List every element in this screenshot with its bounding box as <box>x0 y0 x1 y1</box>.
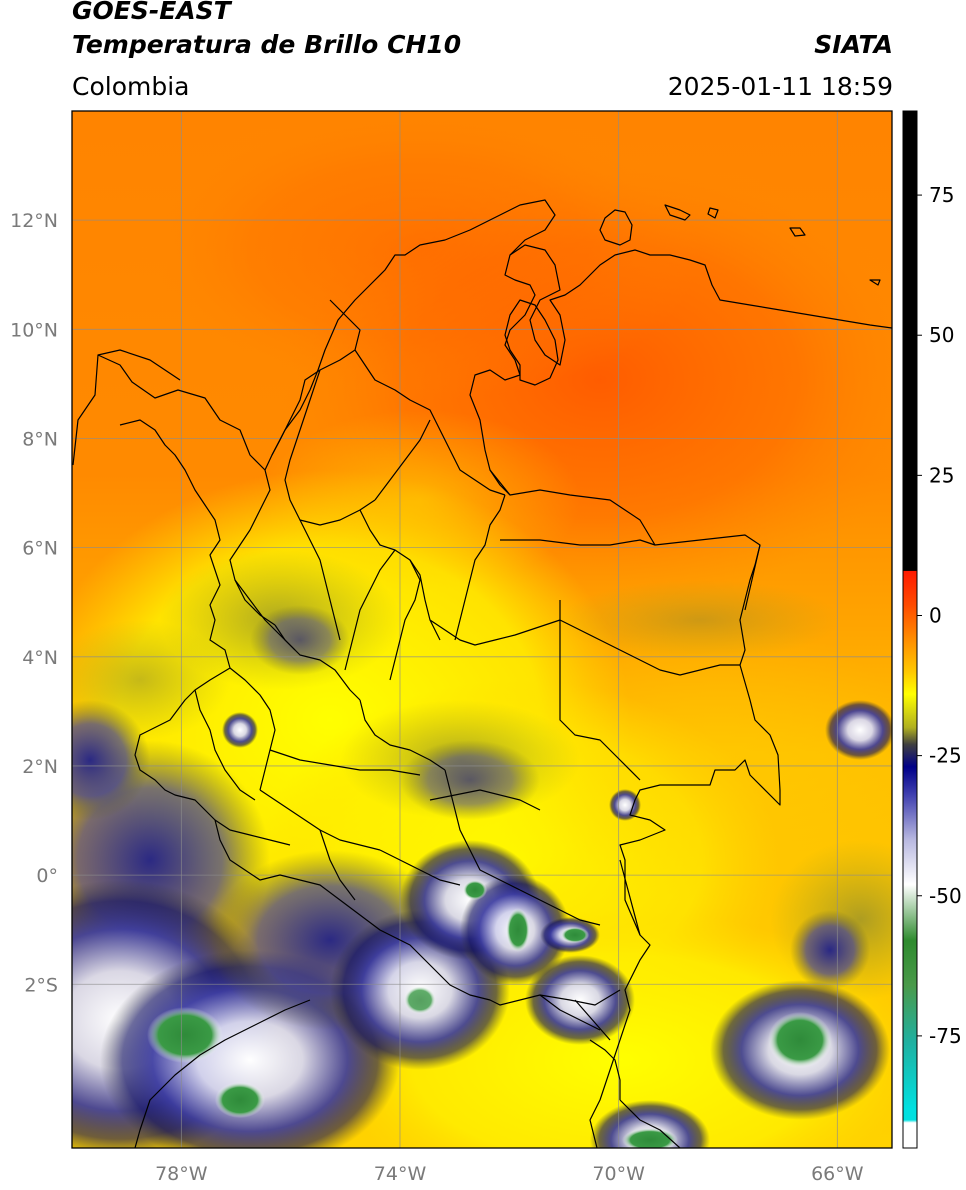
colorbar-scale <box>903 111 917 1148</box>
colorbar-tick-label: -50 <box>929 884 962 908</box>
paraguana <box>599 209 633 246</box>
brightness-temperature-field <box>72 111 892 1148</box>
lat-tick-label: 6°N <box>22 538 58 560</box>
colorbar-tick-label: -75 <box>929 1024 962 1048</box>
lat-tick-label: 2°S <box>24 974 58 996</box>
organization-label: SIATA <box>814 30 893 59</box>
graticule <box>72 111 892 1148</box>
lon-tick-label: 78°W <box>155 1163 208 1185</box>
lake-maracaibo <box>504 299 559 386</box>
venezuela-coast <box>509 244 892 366</box>
lat-tick-label: 8°N <box>22 428 58 450</box>
boundaries <box>72 199 892 1148</box>
colorbar-tick-label: 25 <box>929 463 954 487</box>
title-satellite: GOES-EAST <box>72 0 231 25</box>
title-product: Temperatura de Brillo CH10 <box>72 30 462 59</box>
lat-tick-label: 10°N <box>10 319 58 341</box>
lat-tick-label: 12°N <box>10 210 58 232</box>
colorbar-frame <box>902 110 918 1149</box>
colorbar-tick-label: -25 <box>929 744 962 768</box>
colorbar-tick-label: 75 <box>929 183 954 207</box>
colombia-border <box>72 199 781 1148</box>
map-frame <box>71 110 893 1149</box>
lon-tick-label: 70°W <box>592 1163 645 1185</box>
colorbar: 75 50 25 0 -25 -50 -75 <box>902 110 962 1149</box>
colorbar-tick-label: 0 <box>929 603 942 627</box>
colorbar-tick-label: 50 <box>929 323 954 347</box>
lat-tick-label: 0° <box>36 865 58 887</box>
colorbar-ticks: 75 50 25 0 -25 -50 -75 <box>917 183 962 1048</box>
lat-tick-label: 4°N <box>22 647 58 669</box>
timestamp-label: 2025-01-11 18:59 <box>667 72 893 101</box>
lon-tick-label: 74°W <box>374 1163 427 1185</box>
latitude-tick-labels: 12°N 10°N 8°N 6°N 4°N 2°N 0° 2°S <box>10 210 58 996</box>
lon-tick-label: 66°W <box>811 1163 864 1185</box>
region-label: Colombia <box>72 72 190 101</box>
lat-tick-label: 2°N <box>22 756 58 778</box>
longitude-tick-labels: 78°W 74°W 70°W 66°W <box>155 1163 864 1185</box>
